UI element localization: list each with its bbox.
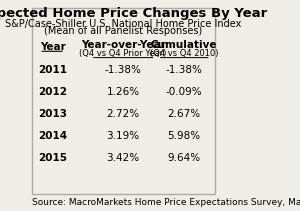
Text: 2013: 2013: [38, 109, 67, 119]
Text: Expected Home Price Changes By Year: Expected Home Price Changes By Year: [0, 7, 267, 20]
Text: 3.42%: 3.42%: [106, 153, 140, 163]
Text: 1.26%: 1.26%: [106, 87, 140, 97]
Text: -1.38%: -1.38%: [166, 65, 203, 75]
Text: 9.64%: 9.64%: [168, 153, 201, 163]
Text: 2014: 2014: [38, 131, 67, 141]
Text: S&P/Case-Shiller U.S. National Home Price Index: S&P/Case-Shiller U.S. National Home Pric…: [5, 19, 242, 29]
Text: 3.19%: 3.19%: [106, 131, 140, 141]
Text: (Mean of all Panelist Responses): (Mean of all Panelist Responses): [44, 26, 202, 36]
Text: (Q4 vs Q4 Prior Year): (Q4 vs Q4 Prior Year): [80, 49, 167, 58]
Text: -0.09%: -0.09%: [166, 87, 202, 97]
FancyBboxPatch shape: [32, 8, 215, 194]
Text: Source: MacroMarkets Home Price Expectations Survey, March 2011: Source: MacroMarkets Home Price Expectat…: [32, 199, 300, 207]
Text: 2015: 2015: [38, 153, 67, 163]
Text: 5.98%: 5.98%: [168, 131, 201, 141]
Text: 2012: 2012: [38, 87, 67, 97]
Text: Year: Year: [40, 42, 65, 53]
Text: 2.72%: 2.72%: [106, 109, 140, 119]
Text: (Q4 vs Q4 2010): (Q4 vs Q4 2010): [150, 49, 218, 58]
Text: Cumulative: Cumulative: [151, 40, 218, 50]
Text: 2.67%: 2.67%: [168, 109, 201, 119]
Text: 2011: 2011: [38, 65, 67, 75]
Text: -1.38%: -1.38%: [105, 65, 142, 75]
Text: Year-over-Year: Year-over-Year: [81, 40, 166, 50]
